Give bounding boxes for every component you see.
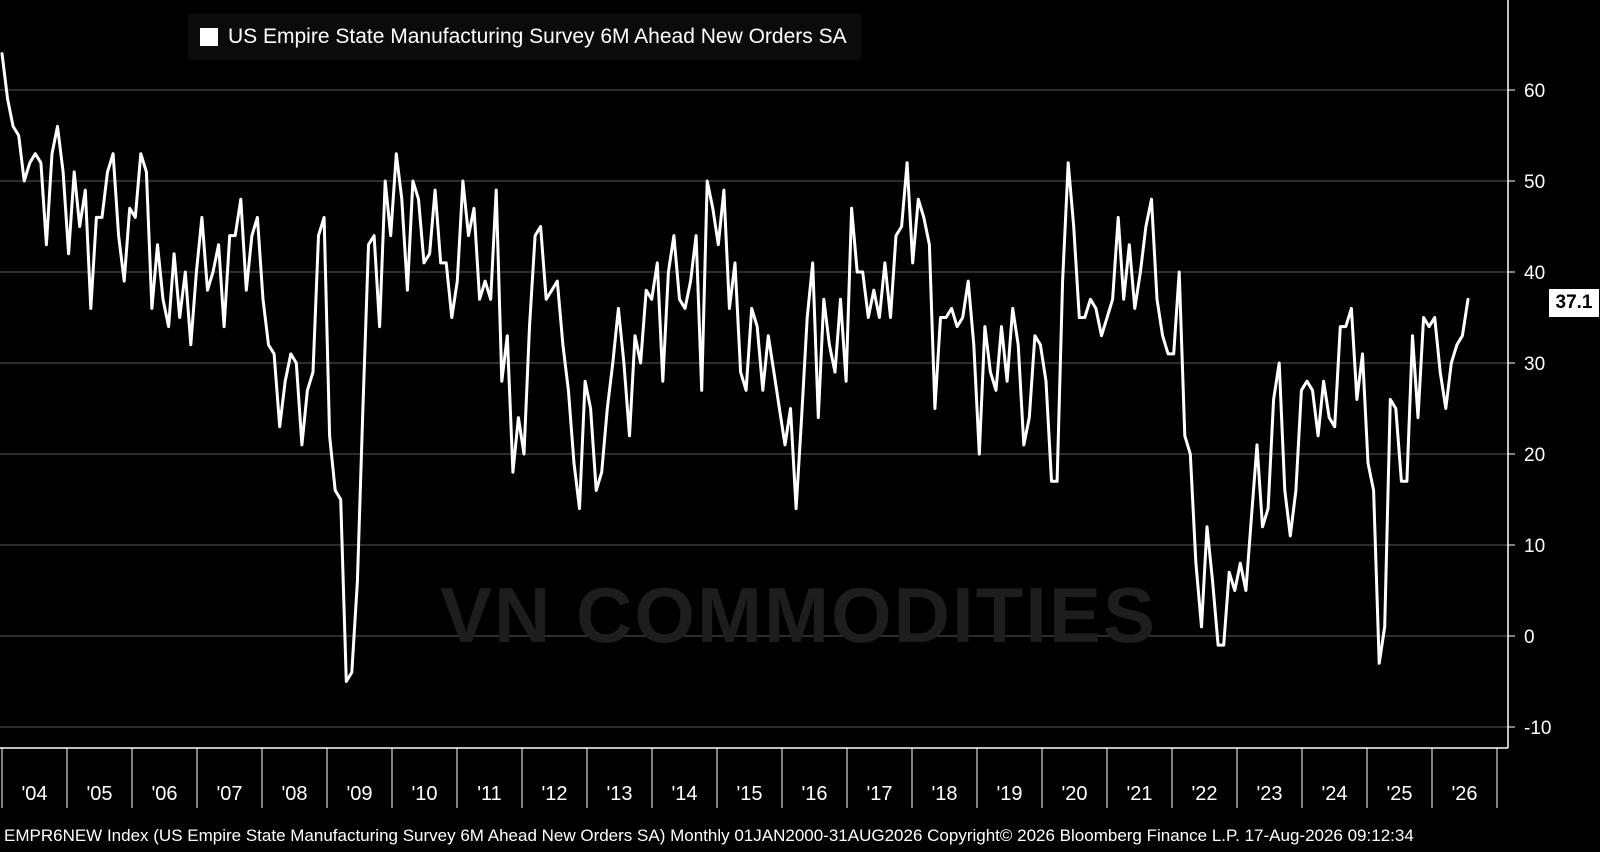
x-tick-label-2024: '24 <box>1321 783 1347 805</box>
x-tick-label-2010: '10 <box>411 783 437 805</box>
x-tick-label-2009: '09 <box>346 783 372 805</box>
x-tick-label-2011: '11 <box>477 783 502 805</box>
y-tick-label--10: -10 <box>1524 718 1551 739</box>
y-tick-label-10: 10 <box>1524 536 1545 557</box>
x-tick-label-2020: '20 <box>1061 783 1087 805</box>
y-tick-label-50: 50 <box>1524 172 1545 193</box>
y-tick-label-60: 60 <box>1524 81 1545 102</box>
legend-swatch <box>200 28 218 46</box>
x-axis: '04 '05 '06 '07 '08 '09 '10 '11 '12 '13 '14 '15 '16 '… <box>0 747 1508 808</box>
x-tick-label-2012: '12 <box>541 783 567 805</box>
x-tick-label-2015: '15 <box>736 783 762 805</box>
last-value-badge: 37.1 <box>1549 289 1599 317</box>
x-tick-label-2014: '14 <box>671 783 697 805</box>
x-tick-label-2021: '21 <box>1126 783 1152 805</box>
x-tick-label-2018: '18 <box>931 783 957 805</box>
x-tick-label-2006: '06 <box>151 783 177 805</box>
x-tick-label-2004: '04 <box>21 783 47 805</box>
x-tick-label-2008: '08 <box>281 783 307 805</box>
x-tick-label-2005: '05 <box>86 783 112 805</box>
x-tick-label-2023: '23 <box>1256 783 1282 805</box>
y-tick-label-0: 0 <box>1524 627 1535 648</box>
x-tick-label-2013: '13 <box>606 783 632 805</box>
x-tick-label-2025: '25 <box>1386 783 1412 805</box>
x-tick-label-2017: '17 <box>866 783 892 805</box>
y-tick-label-40: 40 <box>1524 263 1545 284</box>
legend: US Empire State Manufacturing Survey 6M … <box>188 14 861 60</box>
series-line-new-orders <box>0 52 1470 683</box>
y-axis: -10 0 10 20 30 40 50 60 <box>1507 0 1551 748</box>
x-tick-label-2026: '26 <box>1451 783 1477 805</box>
x-tick-label-2007: '07 <box>216 783 242 805</box>
gridlines <box>0 89 1508 728</box>
y-tick-label-30: 30 <box>1524 354 1545 375</box>
footer-caption: EMPR6NEW Index (US Empire State Manufact… <box>4 826 1414 845</box>
legend-label: US Empire State Manufacturing Survey 6M … <box>228 25 847 48</box>
watermark-text: VN COMMODITIES <box>440 571 1158 659</box>
x-tick-label-2016: '16 <box>801 783 827 805</box>
x-tick-label-2019: '19 <box>996 783 1022 805</box>
x-tick-label-2022: '22 <box>1191 783 1217 805</box>
y-tick-label-20: 20 <box>1524 445 1545 466</box>
